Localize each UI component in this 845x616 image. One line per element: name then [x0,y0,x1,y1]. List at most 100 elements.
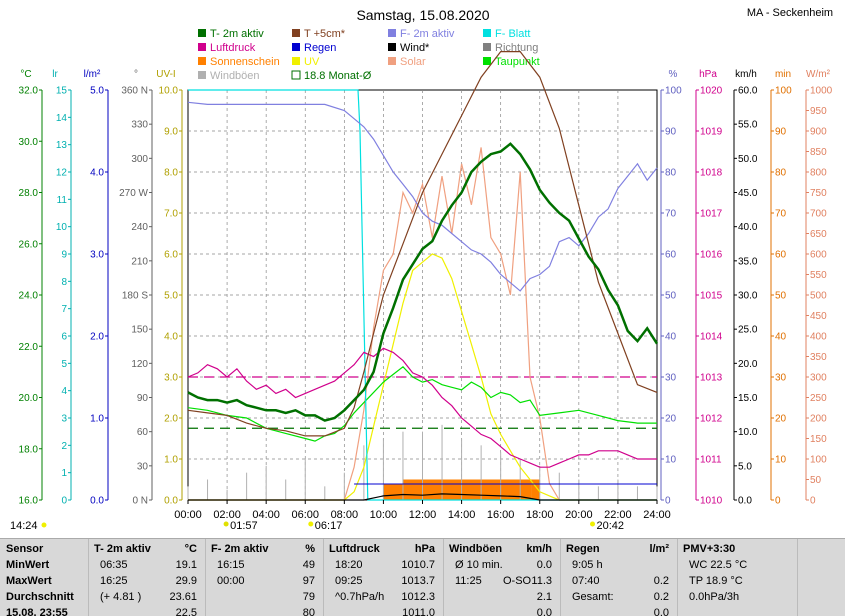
tick-label-solar: 800 [810,168,827,179]
stats-cell-label: 00:00 [217,575,245,587]
stats-cell-extra: O-SO [503,575,532,587]
legend-label: UV [304,56,320,68]
moon-set-marker [41,522,47,528]
stats-header: PMV+3:30 [677,541,797,557]
tick-label-solar: 1000 [810,86,833,97]
stats-cell-value: 29.9 [175,575,197,587]
tick-label-hum: 60 [665,250,677,261]
weather-chart: Samstag, 15.08.2020 MA - Seckenheim T- 2… [10,7,833,532]
legend-label: Wind* [400,42,430,54]
stats-row: MaxWert [0,573,88,589]
stats-cell-label: TP 18.9 °C [689,575,743,587]
stats-header-title: PMV+3:30 [683,543,736,555]
sunshine-bar [500,479,521,500]
stats-column: Luftdruck hPa 18:20 1010.7 09:25 1013.7 ^0.7hP… [323,539,444,616]
stats-header-title: Regen [566,543,600,555]
stats-row: 15.08. 23:55 [0,605,88,616]
tick-label-solar: 0 [810,496,816,507]
legend-swatch [388,43,396,51]
tick-label-uv: 6.0 [164,250,178,261]
axis-unit-min: min [775,69,791,80]
stats-row: 18:20 1010.7 [323,557,443,573]
sunshine-bar [402,479,423,500]
tick-label-dir: 180 S [122,291,148,302]
stats-header-unit: °C [184,543,197,555]
legend-swatch [292,43,300,51]
stats-header-unit: l/m² [649,543,669,555]
tick-label-uv: 9.0 [164,127,178,138]
stats-row: (+ 4.81 ) 23.61 [88,589,205,605]
tick-label-uv: 2.0 [164,414,178,425]
tick-label-lr: 9 [61,250,67,261]
stats-cell-label: (+ 4.81 ) [100,591,142,603]
tick-label-rain: 3.0 [90,250,104,261]
tick-label-temp: 30.0 [19,137,39,148]
stats-cell-value: 1013.7 [401,575,435,587]
tick-label-dir: 360 N [121,86,148,97]
legend-label: Solar [400,56,426,68]
stats-header: Windböen km/h [443,541,560,557]
tick-label-hum: 90 [665,127,677,138]
axis-unit-solar: W/m² [806,69,831,80]
stats-header-unit: % [305,543,315,555]
tick-label-press: 1016 [700,250,723,261]
tick-label-lr: 10 [56,222,68,233]
stats-header: F- 2m aktiv% [205,541,323,557]
stats-cell-value: 19.1 [175,559,197,571]
tick-label-wind: 15.0 [738,393,758,404]
tick-label-solar: 550 [810,270,827,281]
axis-unit-wind: km/h [735,69,757,80]
stats-row: 16:15 49 [205,557,323,573]
tick-label-press: 1015 [700,291,723,302]
stats-header-title: T- 2m aktiv [94,543,151,555]
stats-row: 2.1 [443,589,560,605]
tick-label-solar: 600 [810,250,827,261]
stats-header-title: Sensor [6,543,44,555]
series-line [188,493,657,501]
tick-label-temp: 24.0 [19,291,39,302]
legend-swatch [198,29,206,37]
sun-moon-marker [590,521,596,527]
legend: T- 2m aktiv T +5cm* F- 2m aktiv F- Blatt Luf… [198,28,540,82]
stats-cell-label: 18:20 [335,559,363,571]
tick-label-solar: 950 [810,106,827,117]
tick-label-hum: 40 [665,332,677,343]
stats-cell-label: Durchschnitt [6,591,74,603]
series-gusts [187,424,658,500]
tick-label-solar: 50 [810,475,822,486]
legend-label: T +5cm* [304,28,346,40]
tick-label-uv: 8.0 [164,168,178,179]
stats-row [677,605,797,616]
tick-label-dir: 210 [131,256,148,267]
tick-label-lr: 14 [56,113,68,124]
tick-label-solar: 300 [810,373,827,384]
sunshine-bar [383,483,403,500]
stats-cell-value: 1012.3 [401,591,435,603]
stats-row: TP 18.9 °C [677,573,797,589]
axis-unit-dir: ° [134,69,138,80]
time-label: 20:00 [565,509,593,521]
tick-label-hum: 80 [665,168,677,179]
tick-label-dir: 270 W [119,188,148,199]
time-label: 22:00 [604,509,632,521]
tick-label-rain: 0.0 [90,496,104,507]
sunshine-bar [461,479,482,500]
tick-label-uv: 3.0 [164,373,178,384]
stats-cell-value: 23.61 [169,591,197,603]
axis-press: 1010 1011 1012 1013 1014 1015 1016 1017 1018 1019… [695,69,723,507]
legend-swatch [292,57,300,65]
tick-label-rain: 1.0 [90,414,104,425]
tick-label-wind: 40.0 [738,222,758,233]
tick-label-wind: 30.0 [738,291,758,302]
sunshine-bar [520,479,532,500]
tick-label-dir: 300 [131,154,148,165]
stats-column: F- 2m aktiv% 16:15 49 00:00 97 79 80 [205,539,324,616]
stats-cell-label: MinWert [6,559,50,571]
stats-column: Regen l/m² 9:05 h 07:40 0.2 Gesamt: 0.2 0.0 [560,539,678,616]
sunshine-bar [422,479,443,500]
time-label: 18:00 [526,509,554,521]
tick-label-solar: 700 [810,209,827,220]
stats-row: Ø 10 min. 0.0 [443,557,560,573]
tick-label-press: 1019 [700,127,723,138]
tick-label-dir: 330 [131,120,148,131]
